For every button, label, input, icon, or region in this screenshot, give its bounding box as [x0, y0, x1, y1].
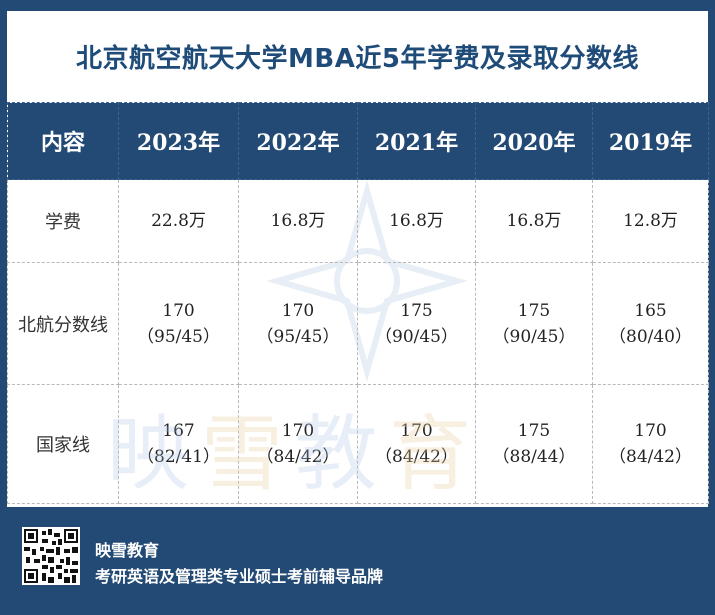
- table-row: 国家线 167 （82/41） 170 （84/42） 170 （84/42） 175…: [7, 384, 709, 504]
- page-title: 北京航空航天大学MBA近5年学费及录取分数线: [76, 44, 639, 74]
- score-cell: 167 （82/41）: [118, 384, 239, 504]
- score-cell: 170 （84/42）: [238, 384, 358, 504]
- admission-table: 内容 2023年 2022年 2021年 2020年 2019年 学费 22.8…: [7, 102, 709, 504]
- title-band: 北京航空航天大学MBA近5年学费及录取分数线: [7, 11, 708, 102]
- row-label: 学费: [7, 179, 119, 263]
- qr-code-icon: [22, 527, 80, 585]
- footer-bar: [0, 507, 715, 615]
- row-label: 国家线: [7, 384, 119, 504]
- score-cell: 175 （90/45）: [357, 262, 476, 385]
- tuition-cell: 16.8万: [357, 179, 476, 263]
- header-year: 2023年: [118, 102, 239, 180]
- tuition-cell: 22.8万: [118, 179, 239, 263]
- score-cell: 175 （88/44）: [475, 384, 593, 504]
- tuition-cell: 16.8万: [475, 179, 593, 263]
- score-cell: 170 （84/42）: [592, 384, 709, 504]
- footer-slogan: 考研英语及管理类专业硕士考前辅导品牌: [95, 567, 384, 586]
- table-row: 北航分数线 170 （95/45） 170 （95/45） 175 （90/45） 1…: [7, 262, 709, 385]
- header-year: 2020年: [475, 102, 593, 180]
- footer-brand: 映雪教育: [95, 541, 160, 560]
- header-year: 2022年: [238, 102, 358, 180]
- poster-frame: 北京航空航天大学MBA近5年学费及录取分数线 内容 2023年 2022年 20…: [7, 11, 709, 603]
- header-content: 内容: [7, 102, 119, 180]
- score-cell: 170 （95/45）: [118, 262, 239, 385]
- header-row: 内容 2023年 2022年 2021年 2020年 2019年: [7, 102, 709, 180]
- row-label: 北航分数线: [7, 262, 119, 385]
- score-cell: 165 （80/40）: [592, 262, 709, 385]
- tuition-cell: 12.8万: [592, 179, 709, 263]
- table-row: 学费 22.8万 16.8万 16.8万 16.8万 12.8万: [7, 179, 709, 263]
- score-cell: 170 （84/42）: [357, 384, 476, 504]
- header-year: 2019年: [592, 102, 709, 180]
- score-cell: 175 （90/45）: [475, 262, 593, 385]
- score-cell: 170 （95/45）: [238, 262, 358, 385]
- header-year: 2021年: [357, 102, 476, 180]
- tuition-cell: 16.8万: [238, 179, 358, 263]
